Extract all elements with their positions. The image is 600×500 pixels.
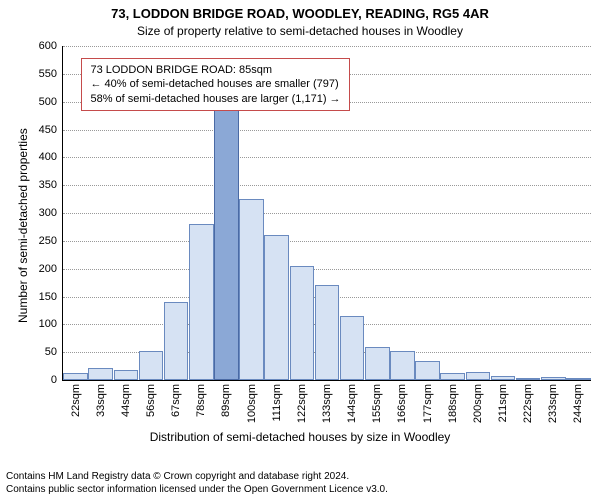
grid-line bbox=[63, 46, 591, 47]
x-tick-label: 177sqm bbox=[422, 384, 434, 423]
x-tick-label: 122sqm bbox=[296, 384, 308, 423]
bar bbox=[88, 368, 113, 380]
x-tick-label: 188sqm bbox=[447, 384, 459, 423]
bar bbox=[516, 378, 541, 380]
bar bbox=[440, 373, 465, 380]
bar bbox=[114, 370, 139, 380]
bar-highlight bbox=[214, 107, 239, 380]
x-axis-label: Distribution of semi-detached houses by … bbox=[0, 430, 600, 444]
chart-subtitle: Size of property relative to semi-detach… bbox=[0, 24, 600, 38]
y-axis-label: Number of semi-detached properties bbox=[16, 128, 30, 323]
grid-line bbox=[63, 241, 591, 242]
x-tick-label: 100sqm bbox=[246, 384, 258, 423]
plot-area: 05010015020025030035040045050055060022sq… bbox=[62, 46, 591, 381]
x-tick-label: 144sqm bbox=[346, 384, 358, 423]
y-tick-label: 0 bbox=[51, 374, 63, 386]
x-tick-label: 200sqm bbox=[472, 384, 484, 423]
bar bbox=[63, 373, 88, 380]
y-tick-label: 100 bbox=[39, 318, 63, 330]
y-tick-label: 350 bbox=[39, 179, 63, 191]
y-tick-label: 200 bbox=[39, 263, 63, 275]
grid-line bbox=[63, 269, 591, 270]
y-tick-label: 400 bbox=[39, 151, 63, 163]
x-tick-label: 44sqm bbox=[120, 384, 132, 417]
bar bbox=[541, 377, 566, 380]
x-tick-label: 244sqm bbox=[572, 384, 584, 423]
chart-title: 73, LODDON BRIDGE ROAD, WOODLEY, READING… bbox=[0, 6, 600, 21]
bar bbox=[139, 351, 164, 380]
x-tick-label: 67sqm bbox=[170, 384, 182, 417]
footer-line-1: Contains HM Land Registry data © Crown c… bbox=[6, 471, 388, 484]
x-tick-label: 78sqm bbox=[195, 384, 207, 417]
annotation-line-2: ← 40% of semi-detached houses are smalle… bbox=[90, 77, 340, 91]
bar bbox=[264, 235, 289, 380]
bar bbox=[315, 285, 340, 380]
x-tick-label: 56sqm bbox=[145, 384, 157, 417]
y-tick-label: 550 bbox=[39, 68, 63, 80]
bar bbox=[365, 347, 390, 380]
annotation-line-1: 73 LODDON BRIDGE ROAD: 85sqm bbox=[90, 63, 340, 77]
chart-container: 73, LODDON BRIDGE ROAD, WOODLEY, READING… bbox=[0, 0, 600, 500]
bar bbox=[189, 224, 214, 380]
x-tick-label: 22sqm bbox=[70, 384, 82, 417]
bar bbox=[290, 266, 315, 380]
x-tick-label: 155sqm bbox=[371, 384, 383, 423]
x-tick-label: 133sqm bbox=[321, 384, 333, 423]
y-tick-label: 300 bbox=[39, 207, 63, 219]
y-tick-label: 600 bbox=[39, 40, 63, 52]
grid-line bbox=[63, 157, 591, 158]
bar bbox=[491, 376, 516, 380]
footer-attribution: Contains HM Land Registry data © Crown c… bbox=[6, 471, 388, 496]
y-tick-label: 150 bbox=[39, 291, 63, 303]
x-tick-label: 222sqm bbox=[522, 384, 534, 423]
x-tick-label: 89sqm bbox=[220, 384, 232, 417]
grid-line bbox=[63, 213, 591, 214]
y-tick-label: 250 bbox=[39, 235, 63, 247]
footer-line-2: Contains public sector information licen… bbox=[6, 484, 388, 497]
bar bbox=[340, 316, 365, 380]
x-tick-label: 111sqm bbox=[271, 384, 283, 422]
y-tick-label: 500 bbox=[39, 96, 63, 108]
grid-line bbox=[63, 130, 591, 131]
bar bbox=[566, 378, 591, 380]
x-tick-label: 166sqm bbox=[396, 384, 408, 423]
annotation-box: 73 LODDON BRIDGE ROAD: 85sqm← 40% of sem… bbox=[81, 58, 349, 111]
x-tick-label: 233sqm bbox=[547, 384, 559, 423]
grid-line bbox=[63, 185, 591, 186]
bar bbox=[239, 199, 264, 380]
bar bbox=[390, 351, 415, 380]
y-tick-label: 50 bbox=[45, 346, 63, 358]
annotation-line-3: 58% of semi-detached houses are larger (… bbox=[90, 92, 340, 106]
y-tick-label: 450 bbox=[39, 124, 63, 136]
bar bbox=[466, 372, 491, 380]
x-tick-label: 33sqm bbox=[95, 384, 107, 417]
bar bbox=[415, 361, 440, 380]
x-tick-label: 211sqm bbox=[497, 384, 509, 422]
bar bbox=[164, 302, 189, 380]
